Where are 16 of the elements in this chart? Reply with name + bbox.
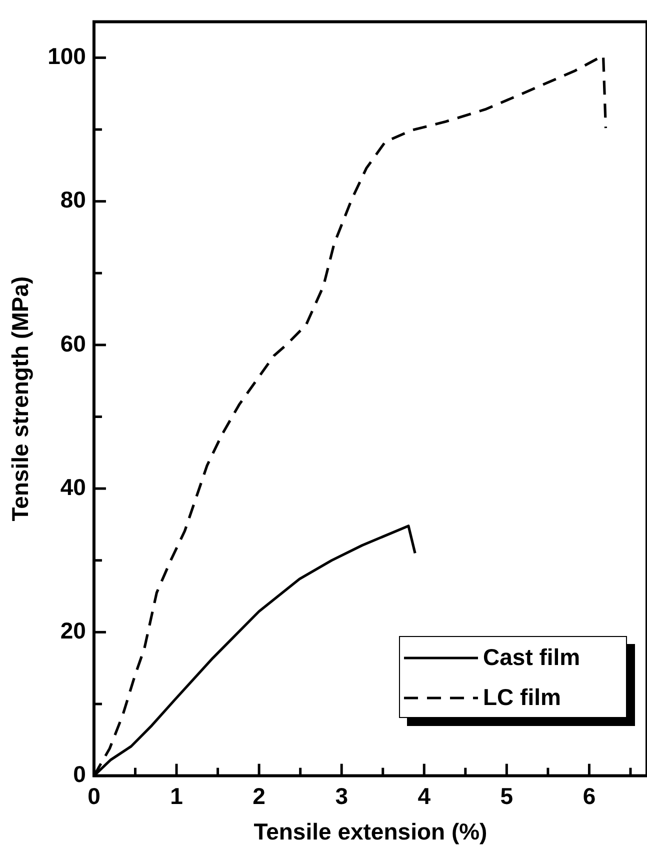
legend-label: Cast film — [483, 644, 580, 672]
x-tick-label: 5 — [500, 782, 514, 809]
x-tick-label: 1 — [170, 782, 184, 809]
y-tick-label: 60 — [60, 330, 86, 356]
x-tick-label: 2 — [252, 782, 266, 809]
legend-label: LC film — [483, 684, 561, 712]
y-tick-label: 40 — [60, 474, 86, 500]
y-axis-title: Tensile strength (MPa) — [7, 276, 34, 522]
x-axis-title: Tensile extension (%) — [254, 818, 488, 845]
x-tick-label: 4 — [418, 782, 431, 809]
y-tick-label: 20 — [60, 618, 86, 644]
y-tick-label: 0 — [73, 761, 86, 788]
x-tick-label: 3 — [335, 782, 348, 809]
y-tick-label: 100 — [48, 43, 86, 70]
x-tick-label: 6 — [582, 782, 596, 809]
y-tick-label: 80 — [60, 186, 86, 213]
